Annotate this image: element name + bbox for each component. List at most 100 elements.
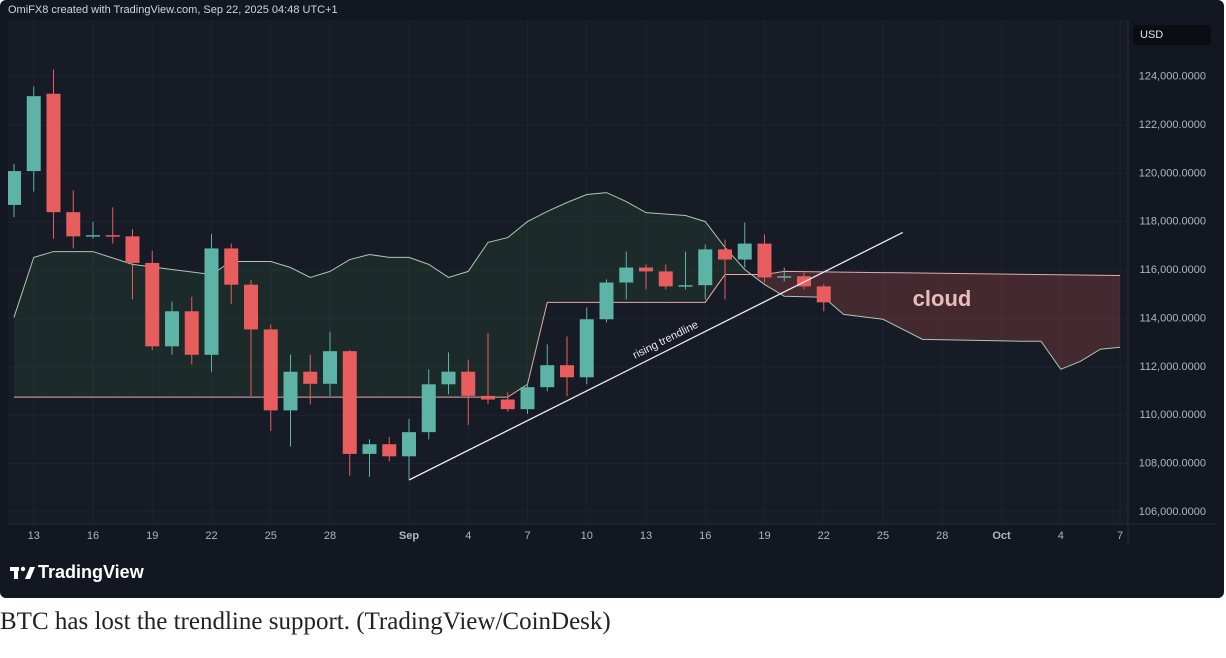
cloud-fill	[315, 274, 321, 398]
cloud-fill	[497, 238, 503, 398]
cloud-fill	[892, 272, 898, 327]
x-tick-label: 13	[640, 530, 652, 542]
cloud-fill	[942, 273, 948, 340]
candle-body	[421, 384, 436, 433]
cloud-fill	[453, 274, 459, 398]
cloud-fill	[68, 251, 74, 398]
cloud-fill	[616, 197, 622, 303]
cloud-fill	[409, 257, 414, 398]
candle-body	[362, 444, 377, 454]
cloud-fill	[675, 214, 681, 303]
x-tick-label: 7	[524, 530, 530, 542]
candle-body	[244, 284, 258, 330]
cloud-fill	[300, 272, 306, 398]
cloud-fill	[1110, 275, 1116, 349]
cloud-fill	[413, 259, 419, 398]
cloud-fill	[957, 273, 962, 341]
candle-body	[639, 267, 653, 272]
cloud-fill	[641, 209, 646, 303]
cloud-fill	[952, 273, 958, 340]
cloud-fill	[734, 258, 740, 275]
cloud-fill	[23, 272, 29, 398]
cloud-fill	[976, 273, 982, 341]
cloud-fill	[858, 272, 864, 317]
cloud-fill	[483, 242, 488, 398]
cloud-label: cloud	[913, 286, 972, 311]
x-tick-label: 28	[936, 530, 948, 542]
candle-body	[145, 262, 160, 347]
cloud-fill	[1090, 275, 1096, 356]
header: OmiFX8 created with TradingView.com, Sep…	[8, 4, 338, 16]
candle-body	[204, 248, 219, 355]
candle-body	[86, 235, 100, 237]
x-tick-label: 16	[699, 530, 711, 542]
cloud-fill	[488, 241, 493, 398]
cloud-fill	[547, 209, 553, 303]
x-tick-label: 19	[758, 530, 770, 542]
cloud-fill	[552, 206, 558, 303]
cloud-fill	[522, 221, 528, 388]
cloud-fill	[389, 257, 395, 398]
candle-body	[757, 243, 772, 278]
cloud-fill	[290, 267, 296, 398]
cloud-fill	[117, 259, 123, 398]
cloud-fill	[626, 201, 632, 303]
cloud-fill	[97, 253, 103, 398]
candle-body	[461, 371, 476, 396]
cloud-fill	[1041, 274, 1046, 349]
cloud-fill	[601, 192, 607, 303]
cloud-fill	[912, 272, 918, 337]
candle-body	[263, 329, 278, 411]
cloud-fill	[838, 272, 844, 315]
cloud-fill	[102, 254, 108, 398]
cloud-fill	[739, 263, 745, 275]
currency: USD	[1140, 29, 1163, 41]
cloud-fill	[1100, 275, 1106, 350]
cloud-fill	[927, 273, 933, 340]
candle-body	[66, 212, 81, 237]
cloud-fill	[932, 273, 938, 340]
caption: BTC has lost the trendline support. (Tra…	[0, 608, 611, 635]
chart: OmiFX8 created with TradingView.com, Sep…	[0, 0, 1224, 598]
cloud-fill	[715, 234, 721, 289]
candle-body	[579, 319, 594, 378]
cloud-fill	[1105, 275, 1111, 349]
cloud-fill	[542, 211, 548, 323]
cloud-fill	[492, 239, 498, 398]
y-tick-label: 118,000.0000	[1140, 216, 1206, 228]
cloud-fill	[404, 257, 409, 398]
cloud-fill	[384, 256, 390, 398]
candle-body	[46, 93, 61, 213]
cloud-fill	[33, 255, 39, 398]
cloud-fill	[379, 255, 385, 398]
x-tick-label: Sep	[399, 530, 419, 542]
cloud-fill	[962, 273, 967, 341]
x-tick-label: 22	[205, 530, 217, 542]
cloud-fill	[789, 271, 795, 297]
cloud-fill	[93, 251, 98, 398]
cloud-fill	[650, 213, 656, 303]
candle-body	[777, 276, 792, 278]
cloud-fill	[285, 266, 291, 398]
candle-body	[599, 282, 614, 320]
candle-body	[165, 311, 179, 347]
cloud-fill	[473, 256, 479, 398]
x-tick-label: 19	[146, 530, 158, 542]
cloud-fill	[1075, 274, 1081, 364]
cloud-fill	[502, 237, 508, 398]
cloud-fill	[685, 215, 691, 303]
x-tick-label: 7	[1117, 530, 1123, 542]
cloud-fill	[868, 272, 874, 319]
cloud-fill	[907, 272, 913, 335]
cloud-fill	[122, 261, 128, 398]
candle-body	[540, 365, 555, 388]
cloud-fill	[1065, 274, 1071, 368]
logo-icon	[10, 566, 35, 579]
candle-body	[658, 271, 673, 287]
cloud-fill	[917, 273, 923, 340]
candle-body	[441, 371, 456, 385]
cloud-fill	[468, 264, 474, 398]
cloud-fill	[88, 251, 93, 398]
cloud-fill	[774, 272, 780, 294]
cloud-fill	[991, 273, 997, 341]
